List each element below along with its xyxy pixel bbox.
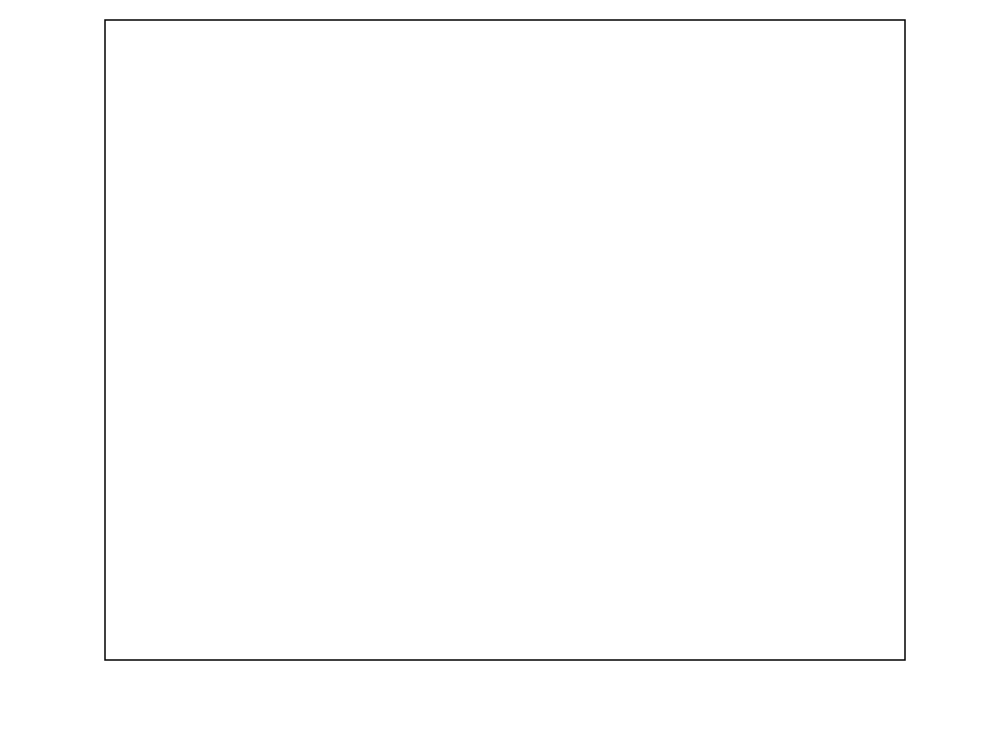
chart-svg (0, 0, 1000, 743)
chart-container (0, 0, 1000, 743)
